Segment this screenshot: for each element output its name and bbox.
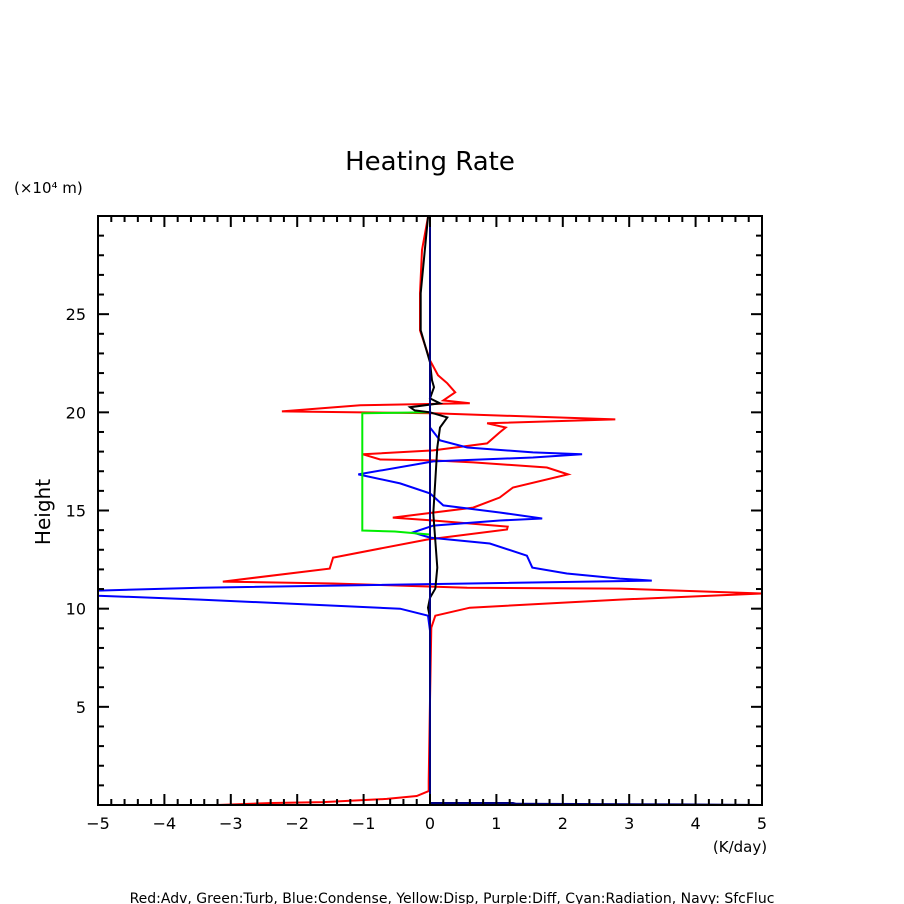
y-tick-label: 20	[66, 403, 86, 422]
series-line-condense	[98, 426, 652, 805]
x-tick-label: −2	[285, 814, 309, 833]
series-layer	[98, 216, 762, 805]
y-tick-label: 25	[66, 305, 86, 324]
x-tick-label: −3	[219, 814, 243, 833]
y-axis-label: Height	[31, 479, 55, 545]
y-tick-label: 15	[66, 502, 86, 521]
x-tick-label: 2	[558, 814, 568, 833]
x-tick-label: 0	[425, 814, 435, 833]
x-tick-label: 1	[491, 814, 501, 833]
x-tick-label: 5	[757, 814, 767, 833]
axes: −5 −4 −3 −2 −1 0 1 2 3 4 5 5 10 15 20 25	[66, 215, 767, 833]
x-tick-label: 3	[624, 814, 634, 833]
chart-title: Heating Rate	[345, 147, 515, 177]
y-tick-label: 5	[76, 698, 86, 717]
y-unit-label: (×10⁴ m)	[14, 179, 83, 197]
series-line-turb	[361, 411, 431, 536]
x-tick-label: −4	[153, 814, 177, 833]
x-tick-label: 4	[691, 814, 701, 833]
series-line-adv	[217, 216, 762, 805]
y-tick-label: 10	[66, 600, 86, 619]
x-tick-label: −1	[352, 814, 376, 833]
x-axis-label: (K/day)	[713, 838, 767, 856]
x-tick-label: −5	[86, 814, 110, 833]
legend-text: Red:Adv, Green:Turb, Blue:Condense, Yell…	[130, 891, 775, 904]
